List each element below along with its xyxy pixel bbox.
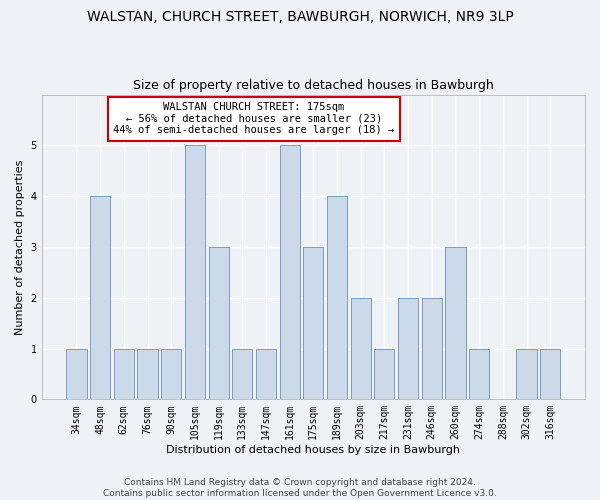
Bar (350, 298, 371, 400)
Bar (327, 196, 347, 400)
Bar (469, 348, 489, 400)
Bar (232, 348, 253, 400)
Bar (67, 348, 86, 400)
Bar (517, 348, 536, 400)
Bar (280, 146, 300, 400)
Bar (90, 196, 110, 400)
Bar (374, 348, 394, 400)
Bar (256, 348, 276, 400)
Bar (137, 348, 158, 400)
Bar (303, 247, 323, 400)
Bar (398, 298, 418, 400)
Y-axis label: Number of detached properties: Number of detached properties (15, 160, 25, 334)
Bar (209, 247, 229, 400)
Bar (161, 348, 181, 400)
Bar (422, 298, 442, 400)
Bar (445, 247, 466, 400)
Title: Size of property relative to detached houses in Bawburgh: Size of property relative to detached ho… (133, 79, 494, 92)
Text: WALSTAN CHURCH STREET: 175sqm
← 56% of detached houses are smaller (23)
44% of s: WALSTAN CHURCH STREET: 175sqm ← 56% of d… (113, 102, 395, 136)
Text: Contains HM Land Registry data © Crown copyright and database right 2024.
Contai: Contains HM Land Registry data © Crown c… (103, 478, 497, 498)
X-axis label: Distribution of detached houses by size in Bawburgh: Distribution of detached houses by size … (166, 445, 460, 455)
Bar (114, 348, 134, 400)
Bar (185, 146, 205, 400)
Bar (540, 348, 560, 400)
Text: WALSTAN, CHURCH STREET, BAWBURGH, NORWICH, NR9 3LP: WALSTAN, CHURCH STREET, BAWBURGH, NORWIC… (86, 10, 514, 24)
